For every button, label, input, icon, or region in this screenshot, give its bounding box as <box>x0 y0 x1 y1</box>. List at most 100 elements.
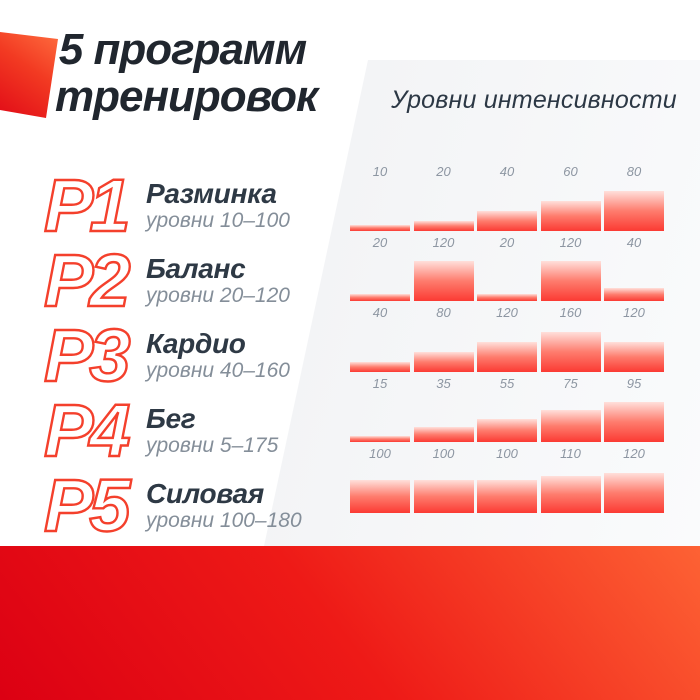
intensity-bar <box>413 261 474 301</box>
bar-value-label: 10 <box>372 164 388 179</box>
bar-value-label: 120 <box>559 234 582 250</box>
program-row-p3: P3 Кардио уровни 40–160 <box>43 314 302 397</box>
program-row-p5: P5 Силовая уровни 100–180 <box>43 464 302 547</box>
chart-bar-group: 80 <box>413 301 474 372</box>
chart-bar-group: 20 <box>350 231 410 301</box>
bar-value-label: 100 <box>496 446 518 461</box>
chart-row-p5: 100 100 100 110 120 <box>350 442 664 513</box>
intensity-bar <box>350 361 410 372</box>
chart-bar-group: 75 <box>540 372 601 442</box>
intensity-bar <box>540 410 601 442</box>
program-badge: P3 <box>43 314 132 397</box>
red-parallelogram-decoration <box>0 32 58 118</box>
chart-bar-group: 95 <box>604 372 664 442</box>
intensity-header: Уровни интенсивности <box>391 86 677 114</box>
program-name: Силовая <box>146 477 264 509</box>
intensity-bar <box>477 341 537 372</box>
bar-value-label: 60 <box>563 164 578 179</box>
bar-value-label: 100 <box>369 446 391 461</box>
intensity-bar <box>413 351 474 372</box>
intensity-bar <box>540 200 601 231</box>
chart-bar-group: 110 <box>540 442 601 513</box>
bar-value-label: 40 <box>499 164 515 179</box>
programs-list: P1 Разминка уровни 10–100 P2 Баланс уровни 20… <box>43 167 302 547</box>
page-title: 5 программ тренировок <box>55 25 318 121</box>
bar-value-label: 55 <box>499 375 515 391</box>
chart-bar-group: 120 <box>413 231 474 301</box>
intensity-bar <box>604 341 664 372</box>
intensity-bar <box>477 210 537 231</box>
program-row-p4: P4 Бег уровни 5–175 <box>43 389 302 472</box>
chart-bar-group: 120 <box>540 231 601 301</box>
intensity-bar <box>540 475 601 513</box>
bar-value-label: 80 <box>626 164 642 179</box>
program-badge: P5 <box>43 464 132 547</box>
footer-bar: Ручной режимс выбором скоростии времени … <box>0 546 700 700</box>
page-title-line1: 5 программ <box>58 25 307 74</box>
intensity-bar <box>413 479 474 513</box>
bar-value-label: 100 <box>432 446 455 461</box>
bar-value-label: 160 <box>559 305 582 320</box>
chart-row-p4: 15 35 55 75 95 <box>350 372 664 442</box>
program-levels: уровни 10–100 <box>146 208 290 232</box>
program-levels: уровни 5–175 <box>146 433 279 457</box>
bar-value-label: 20 <box>436 164 451 179</box>
bar-value-label: 95 <box>626 375 642 391</box>
bar-value-label: 40 <box>626 234 642 250</box>
page-title-line2: тренировок <box>55 72 318 121</box>
chart-bar-group: 120 <box>604 442 664 513</box>
intensity-bar <box>350 224 410 231</box>
intensity-bar <box>413 427 474 442</box>
bar-value-label: 120 <box>432 234 455 250</box>
bar-value-label: 120 <box>623 305 645 320</box>
chart-bar-group: 55 <box>477 372 537 442</box>
intensity-bar <box>350 479 410 513</box>
chart-bar-group: 60 <box>540 160 601 231</box>
intensity-bar <box>604 288 664 301</box>
bar-value-label: 110 <box>560 446 581 461</box>
chart-row-p3: 40 80 120 160 120 <box>350 301 664 372</box>
chart-bar-group: 40 <box>604 231 664 301</box>
bar-value-label: 20 <box>372 234 388 250</box>
chart-bar-group: 100 <box>350 442 410 513</box>
intensity-bar <box>413 220 474 231</box>
chart-bar-group: 40 <box>350 301 410 372</box>
program-name: Баланс <box>146 252 246 284</box>
intensity-bar <box>350 294 410 301</box>
intensity-bar <box>604 402 664 442</box>
program-badge: P2 <box>43 239 132 322</box>
bar-value-label: 35 <box>436 375 451 391</box>
chart-row-p2: 20 120 20 120 40 <box>350 231 664 301</box>
chart-bar-group: 20 <box>413 160 474 231</box>
chart-bar-group: 120 <box>477 301 537 372</box>
bar-value-label: 20 <box>499 234 515 250</box>
chart-bar-group: 10 <box>350 160 410 231</box>
chart-bar-group: 100 <box>413 442 474 513</box>
intensity-bar <box>540 331 601 372</box>
bar-value-label: 80 <box>436 305 451 320</box>
intensity-bar <box>477 294 537 301</box>
chart-bar-group: 15 <box>350 372 410 442</box>
program-name: Разминка <box>146 177 277 209</box>
program-levels: уровни 40–160 <box>146 358 290 382</box>
chart-bar-group: 40 <box>477 160 537 231</box>
program-badge: P4 <box>43 389 132 472</box>
intensity-bar <box>477 419 537 442</box>
program-row-p1: P1 Разминка уровни 10–100 <box>43 167 302 244</box>
program-row-p2: P2 Баланс уровни 20–120 <box>43 239 302 322</box>
program-name: Бег <box>146 402 196 434</box>
intensity-bar <box>604 190 664 231</box>
chart-bar-group: 160 <box>540 301 601 372</box>
chart-bar-group: 35 <box>413 372 474 442</box>
bar-value-label: 75 <box>563 375 578 391</box>
intensity-bar <box>540 261 601 301</box>
program-levels: уровни 20–120 <box>146 283 290 307</box>
bar-value-label: 120 <box>496 305 518 320</box>
chart-row-p1: 10 20 40 60 80 <box>350 160 664 231</box>
chart-bar-group: 120 <box>604 301 664 372</box>
intensity-chart: 10 20 40 60 80 20 120 20 120 40 40 80 120 160 120 15 35 5… <box>350 160 664 513</box>
bar-value-label: 120 <box>623 446 645 461</box>
program-levels: уровни 100–180 <box>146 508 302 532</box>
bar-value-label: 40 <box>372 305 388 320</box>
